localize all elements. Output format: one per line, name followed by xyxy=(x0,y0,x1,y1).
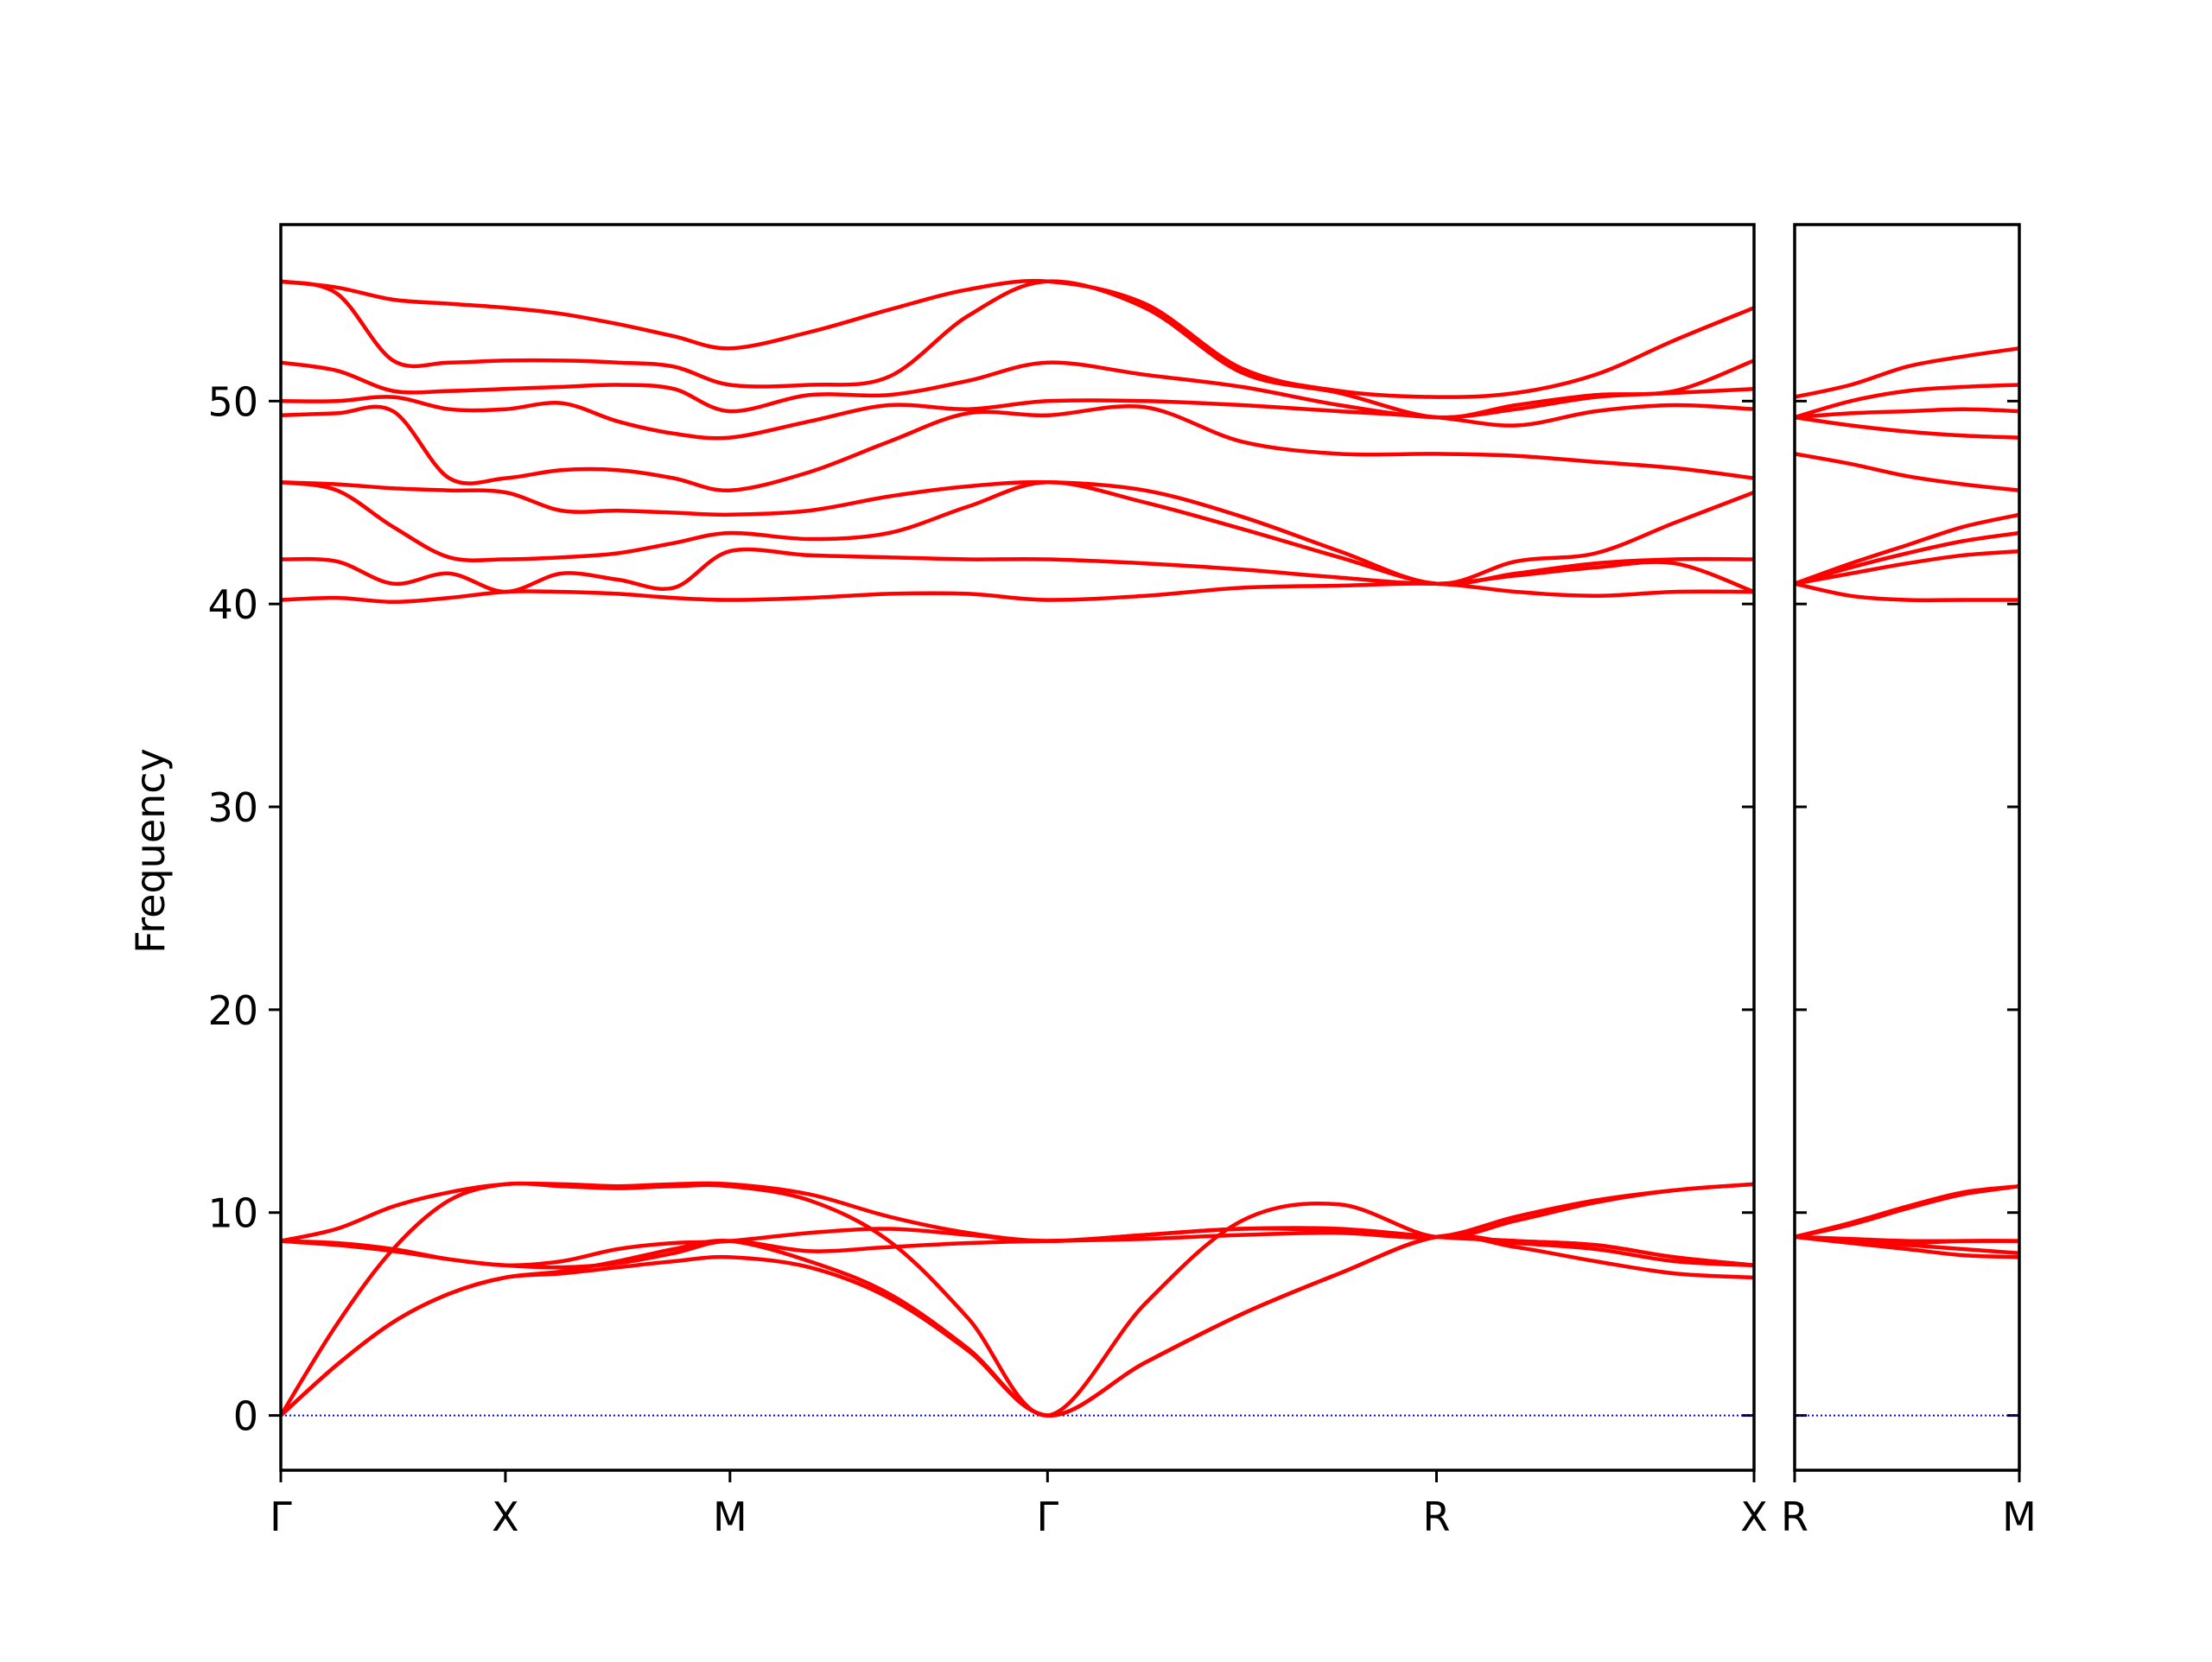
x-tick-label: X xyxy=(1740,1494,1768,1540)
band-line xyxy=(280,479,1755,586)
y-tick-label: 10 xyxy=(207,1190,258,1237)
y-tick-label: 40 xyxy=(207,581,258,628)
band-line xyxy=(1794,383,2020,420)
band-line xyxy=(279,1233,1755,1418)
band-line xyxy=(280,1226,1755,1268)
band-line xyxy=(1794,549,2020,586)
band-line xyxy=(280,1181,1755,1268)
y-tick-label: 0 xyxy=(233,1393,258,1440)
x-tick-label: M xyxy=(713,1494,747,1540)
plot-frame xyxy=(1793,223,2021,1472)
band-line xyxy=(280,360,1755,420)
band-line xyxy=(1794,530,2020,586)
x-tick-label: M xyxy=(2002,1494,2037,1540)
x-tick-label: R xyxy=(1423,1494,1451,1540)
band-line xyxy=(1794,1234,2020,1255)
x-tick-label: Γ xyxy=(1037,1494,1059,1540)
band-line xyxy=(280,404,1755,492)
band-line xyxy=(279,1181,1755,1418)
band-line xyxy=(280,395,1755,441)
band-line xyxy=(279,1234,1755,1418)
plot-frame xyxy=(279,223,1756,1472)
band-line xyxy=(1794,581,2019,603)
x-tick-label: Γ xyxy=(270,1494,292,1540)
band-line xyxy=(1794,512,2020,586)
band-line xyxy=(1794,415,2020,440)
y-axis-label: Frequency xyxy=(127,748,174,954)
band-line xyxy=(1794,452,2020,492)
band-line xyxy=(1794,1183,2020,1240)
band-line xyxy=(280,1182,1755,1270)
y-tick-label: 50 xyxy=(207,378,258,425)
band-line xyxy=(1794,407,2020,420)
y-tick-label: 20 xyxy=(207,987,258,1034)
y-tick-label: 30 xyxy=(207,784,258,831)
band-line xyxy=(280,279,1755,420)
band-line xyxy=(280,278,1755,399)
x-tick-label: R xyxy=(1781,1494,1808,1540)
band-line xyxy=(280,480,1755,587)
band-line xyxy=(1794,346,2020,399)
x-tick-label: X xyxy=(492,1494,519,1540)
band-line xyxy=(280,581,1755,605)
